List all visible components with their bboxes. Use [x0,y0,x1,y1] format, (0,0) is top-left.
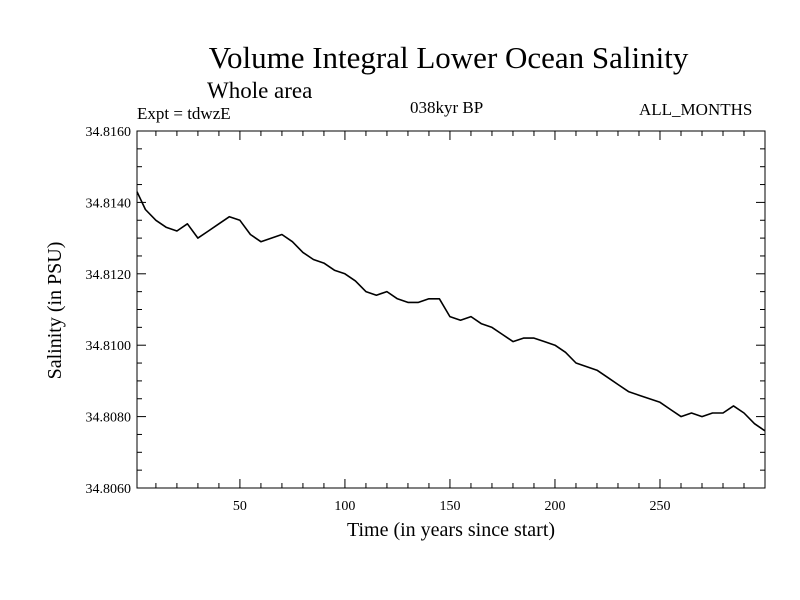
tick-label-group: 50 100 150 200 250 34.8060 34.8080 34.8100 34.81… [86,125,671,514]
plot-frame [136,130,766,489]
x-tick-label: 250 [649,499,670,514]
y-tick-label: 34.8140 [86,196,132,211]
experiment-label: Expt = tdwzE [137,104,231,123]
tick-group [137,130,765,489]
y-tick-label: 34.8160 [86,125,132,140]
salinity-series-line [136,191,766,432]
x-tick-label: 100 [334,499,355,514]
y-tick-label: 34.8080 [86,411,132,426]
x-axis-label: Time (in years since start) [347,519,555,541]
y-tick-label: 34.8100 [86,339,132,354]
x-tick-label: 200 [544,499,565,514]
chart-subtitle: Whole area [207,78,313,103]
months-label: ALL_MONTHS [639,100,753,119]
chart-title: Volume Integral Lower Ocean Salinity [208,40,689,75]
y-axis-label: Salinity (in PSU) [44,242,66,380]
period-label: 038kyr BP [410,98,484,117]
y-tick-label: 34.8120 [86,268,132,283]
x-tick-label: 150 [439,499,460,514]
x-tick-label: 50 [233,499,247,514]
y-tick-label: 34.8060 [86,482,132,497]
